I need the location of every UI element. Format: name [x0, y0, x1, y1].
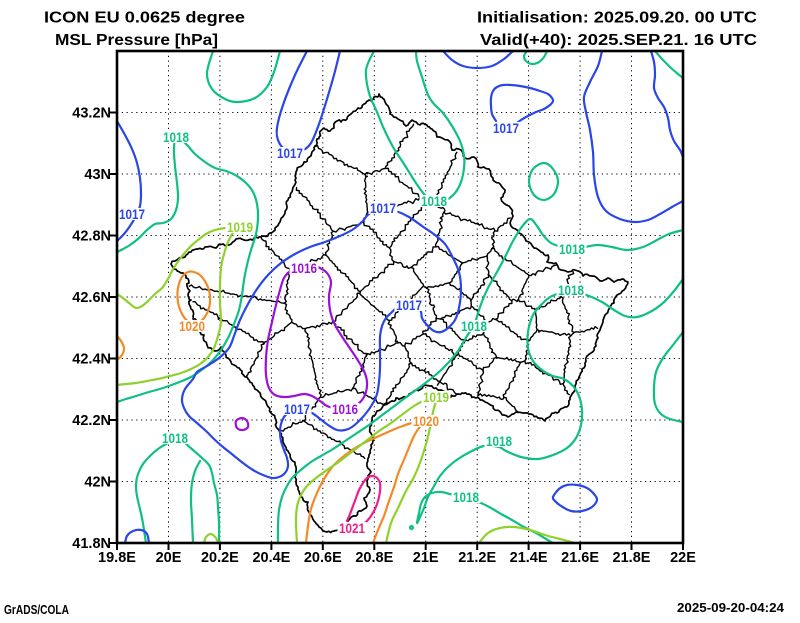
svg-text:43.2N: 43.2N: [72, 106, 111, 122]
svg-text:21E: 21E: [413, 550, 439, 566]
svg-text:1018: 1018: [486, 434, 512, 449]
svg-text:1018: 1018: [163, 130, 189, 145]
svg-text:1018: 1018: [421, 194, 447, 209]
svg-text:MSL Pressure [hPa]: MSL Pressure [hPa]: [55, 32, 218, 49]
svg-text:42N: 42N: [84, 475, 111, 491]
svg-text:1021: 1021: [339, 521, 365, 536]
svg-text:20.4E: 20.4E: [252, 550, 290, 566]
svg-text:21.8E: 21.8E: [613, 550, 651, 566]
svg-text:Initialisation: 2025.09.20. 00: Initialisation: 2025.09.20. 00 UTC: [477, 10, 757, 27]
svg-text:1017: 1017: [284, 402, 310, 417]
svg-text:2025-09-20-04:24: 2025-09-20-04:24: [677, 601, 784, 615]
svg-text:42.6N: 42.6N: [72, 290, 111, 306]
svg-text:1018: 1018: [453, 490, 479, 505]
svg-text:1020: 1020: [413, 414, 439, 429]
svg-text:1016: 1016: [332, 402, 358, 417]
svg-text:43N: 43N: [84, 167, 111, 183]
svg-text:42.8N: 42.8N: [72, 229, 111, 245]
svg-text:1018: 1018: [162, 431, 188, 446]
svg-text:GrADS/COLA: GrADS/COLA: [4, 603, 69, 617]
svg-text:1017: 1017: [277, 146, 303, 161]
svg-text:22E: 22E: [670, 550, 696, 566]
svg-text:1017: 1017: [370, 201, 396, 216]
svg-text:20.8E: 20.8E: [355, 550, 393, 566]
svg-text:1017: 1017: [119, 207, 145, 222]
svg-text:21.2E: 21.2E: [458, 550, 496, 566]
svg-text:1018: 1018: [559, 242, 585, 257]
svg-text:1019: 1019: [423, 390, 449, 405]
svg-text:21.4E: 21.4E: [510, 550, 548, 566]
svg-text:1019: 1019: [227, 220, 253, 235]
svg-text:1016: 1016: [291, 261, 317, 276]
svg-text:ICON EU 0.0625 degree: ICON EU 0.0625 degree: [44, 10, 245, 27]
svg-text:1020: 1020: [179, 319, 205, 334]
svg-text:1017: 1017: [493, 121, 519, 136]
svg-text:1017: 1017: [396, 298, 422, 313]
svg-text:20.2E: 20.2E: [201, 550, 239, 566]
svg-text:19.8E: 19.8E: [98, 550, 136, 566]
svg-text:1018: 1018: [558, 283, 584, 298]
svg-text:41.8N: 41.8N: [72, 536, 111, 552]
svg-text:Valid(+40): 2025.SEP.21. 16 UT: Valid(+40): 2025.SEP.21. 16 UTC: [480, 32, 757, 49]
svg-text:20E: 20E: [156, 550, 182, 566]
svg-text:1018: 1018: [461, 319, 487, 334]
svg-text:42.4N: 42.4N: [72, 352, 111, 368]
svg-text:20.6E: 20.6E: [304, 550, 342, 566]
svg-text:21.6E: 21.6E: [561, 550, 599, 566]
svg-text:42.2N: 42.2N: [72, 413, 111, 429]
